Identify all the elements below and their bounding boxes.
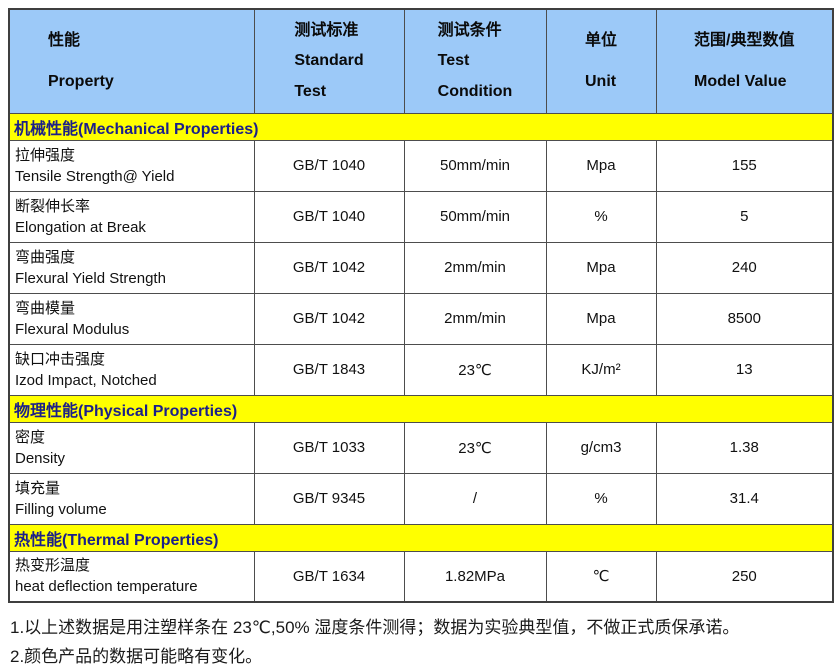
unit-cell: Mpa (545, 139, 657, 192)
header-unit: 单位 Unit (545, 8, 657, 114)
header-property: 性能 Property (8, 8, 255, 114)
property-cell: 热变形温度 heat deflection temperature (8, 550, 255, 603)
header-condition-en1: Test (437, 52, 470, 70)
footnotes: 1.以上述数据是用注塑样条在 23℃,50% 湿度条件测得；数据为实验典型值，不… (8, 613, 832, 671)
footnote-1: 1.以上述数据是用注塑样条在 23℃,50% 湿度条件测得；数据为实验典型值，不… (10, 618, 740, 637)
header-condition: 测试条件 Test Condition (403, 8, 547, 114)
table-row-izod-impact: 缺口冲击强度 Izod Impact, Notched GB/T 1843 23… (8, 343, 834, 396)
header-row: 性能 Property 测试标准 Standard Test 测试条件 Test (8, 8, 834, 114)
table-row-flexural-strength: 弯曲强度 Flexural Yield Strength GB/T 1042 2… (8, 241, 834, 294)
property-zh: 热变形温度 (15, 557, 91, 575)
value-cell: 1.38 (655, 421, 834, 474)
condition-cell: 2mm/min (403, 241, 547, 294)
header-property-en: Property (48, 72, 114, 90)
property-en: Tensile Strength@ Yield (15, 167, 175, 185)
section-thermal: 热性能(Thermal Properties) (8, 523, 834, 552)
standard-cell: GB/T 1033 (253, 421, 405, 474)
unit-cell: % (545, 472, 657, 525)
property-en: Izod Impact, Notched (15, 371, 157, 389)
property-cell: 弯曲模量 Flexural Modulus (8, 292, 255, 345)
condition-cell: 1.82MPa (403, 550, 547, 603)
property-zh: 断裂伸长率 (15, 197, 91, 215)
standard-cell: GB/T 1843 (253, 343, 405, 396)
header-standard-en2: Test (294, 82, 327, 100)
table-row-tensile-strength: 拉伸强度 Tensile Strength@ Yield GB/T 1040 5… (8, 139, 834, 192)
property-zh: 密度 (15, 428, 46, 446)
value-cell: 155 (655, 139, 834, 192)
value-cell: 13 (655, 343, 834, 396)
header-value-zh: 范围/典型数值 (694, 31, 795, 49)
property-cell: 断裂伸长率 Elongation at Break (8, 190, 255, 243)
value-cell: 31.4 (655, 472, 834, 525)
condition-cell: 2mm/min (403, 292, 547, 345)
header-value: 范围/典型数值 Model Value (655, 8, 834, 114)
section-mechanical-title: 机械性能(Mechanical Properties) (8, 112, 834, 141)
header-value-en: Model Value (694, 72, 787, 90)
condition-cell: 23℃ (403, 343, 547, 396)
property-cell: 密度 Density (8, 421, 255, 474)
property-en: Flexural Yield Strength (15, 269, 166, 287)
header-standard-zh: 测试标准 (294, 21, 359, 39)
property-en: heat deflection temperature (15, 578, 198, 596)
table-row-filling-volume: 填充量 Filling volume GB/T 9345 / % 31.4 (8, 472, 834, 525)
section-physical: 物理性能(Physical Properties) (8, 394, 834, 423)
property-en: Flexural Modulus (15, 320, 130, 338)
section-mechanical: 机械性能(Mechanical Properties) (8, 112, 834, 141)
header-standard-en1: Standard (294, 52, 364, 70)
table-row-flexural-modulus: 弯曲模量 Flexural Modulus GB/T 1042 2mm/min … (8, 292, 834, 345)
property-zh: 填充量 (15, 479, 61, 497)
section-physical-title: 物理性能(Physical Properties) (8, 394, 834, 423)
condition-cell: / (403, 472, 547, 525)
footnote-2: 2.颜色产品的数据可能略有变化。 (10, 647, 263, 666)
property-en: Density (15, 449, 66, 467)
table-row-elongation: 断裂伸长率 Elongation at Break GB/T 1040 50mm… (8, 190, 834, 243)
header-standard: 测试标准 Standard Test (253, 8, 405, 114)
unit-cell: KJ/m² (545, 343, 657, 396)
header-unit-zh: 单位 (584, 31, 617, 49)
value-cell: 5 (655, 190, 834, 243)
condition-cell: 50mm/min (403, 190, 547, 243)
property-en: Elongation at Break (15, 218, 146, 236)
header-condition-zh: 测试条件 (437, 21, 502, 39)
value-cell: 240 (655, 241, 834, 294)
table-row-heat-deflection: 热变形温度 heat deflection temperature GB/T 1… (8, 550, 834, 603)
header-property-zh: 性能 (48, 31, 81, 49)
material-properties-table: 性能 Property 测试标准 Standard Test 测试条件 Test (8, 8, 834, 603)
property-cell: 填充量 Filling volume (8, 472, 255, 525)
standard-cell: GB/T 9345 (253, 472, 405, 525)
property-zh: 拉伸强度 (15, 146, 76, 164)
value-cell: 250 (655, 550, 834, 603)
section-thermal-title: 热性能(Thermal Properties) (8, 523, 834, 552)
unit-cell: Mpa (545, 292, 657, 345)
property-zh: 缺口冲击强度 (15, 350, 106, 368)
header-condition-en2: Condition (437, 82, 513, 100)
property-cell: 弯曲强度 Flexural Yield Strength (8, 241, 255, 294)
value-cell: 8500 (655, 292, 834, 345)
header-unit-en: Unit (584, 72, 617, 90)
standard-cell: GB/T 1042 (253, 241, 405, 294)
condition-cell: 23℃ (403, 421, 547, 474)
condition-cell: 50mm/min (403, 139, 547, 192)
unit-cell: Mpa (545, 241, 657, 294)
standard-cell: GB/T 1040 (253, 190, 405, 243)
property-cell: 拉伸强度 Tensile Strength@ Yield (8, 139, 255, 192)
table-row-density: 密度 Density GB/T 1033 23℃ g/cm3 1.38 (8, 421, 834, 474)
unit-cell: % (545, 190, 657, 243)
standard-cell: GB/T 1042 (253, 292, 405, 345)
standard-cell: GB/T 1634 (253, 550, 405, 603)
standard-cell: GB/T 1040 (253, 139, 405, 192)
unit-cell: g/cm3 (545, 421, 657, 474)
property-zh: 弯曲模量 (15, 299, 76, 317)
property-zh: 弯曲强度 (15, 248, 76, 266)
property-cell: 缺口冲击强度 Izod Impact, Notched (8, 343, 255, 396)
unit-cell: ℃ (545, 550, 657, 603)
property-en: Filling volume (15, 500, 107, 518)
